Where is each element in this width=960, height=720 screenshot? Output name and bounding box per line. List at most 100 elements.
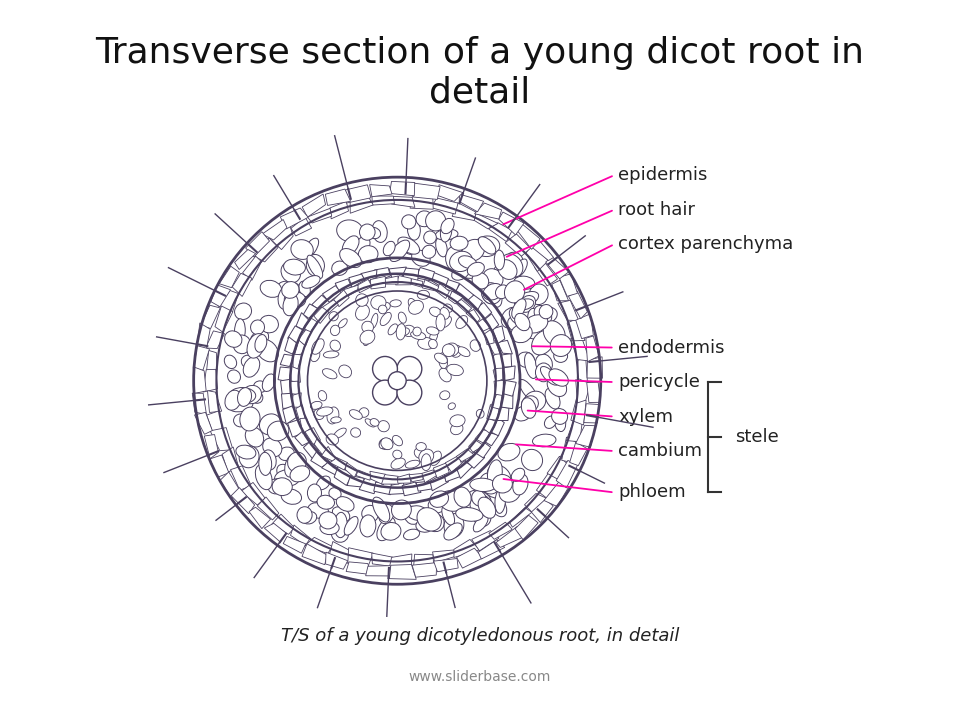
Polygon shape bbox=[193, 366, 206, 393]
Polygon shape bbox=[531, 500, 553, 523]
Ellipse shape bbox=[501, 307, 521, 328]
Polygon shape bbox=[466, 310, 480, 323]
Ellipse shape bbox=[425, 211, 445, 231]
Ellipse shape bbox=[247, 333, 265, 358]
Polygon shape bbox=[334, 467, 353, 485]
Ellipse shape bbox=[334, 513, 348, 538]
Ellipse shape bbox=[303, 238, 319, 258]
Polygon shape bbox=[576, 379, 590, 403]
Ellipse shape bbox=[281, 282, 300, 298]
Polygon shape bbox=[494, 380, 506, 395]
Polygon shape bbox=[241, 482, 265, 505]
Polygon shape bbox=[280, 379, 293, 396]
Ellipse shape bbox=[349, 410, 362, 419]
Ellipse shape bbox=[411, 331, 425, 340]
Ellipse shape bbox=[297, 507, 312, 523]
Polygon shape bbox=[389, 482, 406, 495]
Polygon shape bbox=[485, 433, 499, 446]
Polygon shape bbox=[215, 306, 233, 332]
Polygon shape bbox=[222, 447, 239, 472]
Ellipse shape bbox=[440, 391, 450, 400]
Ellipse shape bbox=[511, 324, 532, 343]
Ellipse shape bbox=[332, 261, 348, 275]
Ellipse shape bbox=[334, 428, 347, 438]
Polygon shape bbox=[475, 430, 492, 443]
Ellipse shape bbox=[275, 469, 300, 487]
Ellipse shape bbox=[441, 218, 454, 234]
Polygon shape bbox=[381, 474, 399, 484]
Ellipse shape bbox=[508, 316, 523, 331]
Ellipse shape bbox=[450, 345, 462, 357]
Polygon shape bbox=[489, 222, 513, 242]
Ellipse shape bbox=[441, 222, 452, 242]
Polygon shape bbox=[372, 553, 393, 567]
Ellipse shape bbox=[483, 269, 503, 288]
Polygon shape bbox=[329, 541, 351, 563]
Ellipse shape bbox=[251, 330, 269, 347]
Ellipse shape bbox=[380, 312, 392, 325]
Ellipse shape bbox=[306, 254, 324, 276]
Polygon shape bbox=[304, 318, 317, 333]
Ellipse shape bbox=[451, 266, 469, 280]
Polygon shape bbox=[516, 516, 539, 540]
Ellipse shape bbox=[416, 518, 435, 532]
Ellipse shape bbox=[268, 421, 289, 441]
Ellipse shape bbox=[549, 369, 568, 386]
Polygon shape bbox=[218, 290, 238, 312]
Polygon shape bbox=[278, 367, 291, 382]
Text: root hair: root hair bbox=[618, 201, 695, 219]
Ellipse shape bbox=[330, 340, 341, 351]
Polygon shape bbox=[576, 426, 595, 447]
Ellipse shape bbox=[259, 315, 278, 333]
Ellipse shape bbox=[512, 468, 525, 482]
Polygon shape bbox=[576, 314, 593, 338]
Ellipse shape bbox=[392, 500, 411, 520]
Circle shape bbox=[388, 372, 406, 390]
Ellipse shape bbox=[225, 355, 237, 369]
Ellipse shape bbox=[356, 294, 368, 306]
Ellipse shape bbox=[255, 335, 267, 352]
Polygon shape bbox=[249, 507, 271, 528]
Polygon shape bbox=[322, 446, 335, 462]
Polygon shape bbox=[464, 450, 485, 468]
Ellipse shape bbox=[243, 357, 260, 377]
Polygon shape bbox=[497, 407, 509, 420]
Polygon shape bbox=[547, 456, 569, 480]
Ellipse shape bbox=[259, 414, 281, 435]
Ellipse shape bbox=[513, 474, 528, 495]
Polygon shape bbox=[262, 220, 287, 240]
Ellipse shape bbox=[360, 330, 374, 344]
Polygon shape bbox=[524, 493, 549, 513]
Polygon shape bbox=[492, 326, 505, 343]
Polygon shape bbox=[500, 392, 513, 409]
Polygon shape bbox=[389, 554, 412, 569]
Ellipse shape bbox=[283, 259, 305, 275]
Ellipse shape bbox=[435, 229, 458, 240]
Polygon shape bbox=[391, 197, 415, 207]
Ellipse shape bbox=[481, 481, 504, 498]
Polygon shape bbox=[567, 319, 585, 341]
Ellipse shape bbox=[393, 436, 402, 446]
Polygon shape bbox=[303, 304, 319, 318]
Polygon shape bbox=[264, 523, 286, 542]
Polygon shape bbox=[272, 514, 295, 534]
Ellipse shape bbox=[476, 410, 484, 418]
Polygon shape bbox=[437, 185, 463, 202]
Ellipse shape bbox=[236, 445, 256, 459]
Ellipse shape bbox=[388, 324, 397, 335]
Ellipse shape bbox=[372, 497, 390, 522]
Ellipse shape bbox=[480, 473, 500, 494]
Polygon shape bbox=[311, 451, 330, 467]
Polygon shape bbox=[230, 466, 252, 490]
Polygon shape bbox=[232, 274, 252, 297]
Polygon shape bbox=[502, 380, 516, 396]
Ellipse shape bbox=[494, 250, 505, 270]
Ellipse shape bbox=[421, 454, 431, 471]
Polygon shape bbox=[483, 314, 499, 330]
Polygon shape bbox=[531, 240, 554, 261]
Ellipse shape bbox=[225, 331, 242, 347]
Ellipse shape bbox=[381, 523, 401, 540]
Polygon shape bbox=[305, 537, 332, 554]
Text: endodermis: endodermis bbox=[618, 338, 725, 356]
Ellipse shape bbox=[272, 478, 292, 495]
